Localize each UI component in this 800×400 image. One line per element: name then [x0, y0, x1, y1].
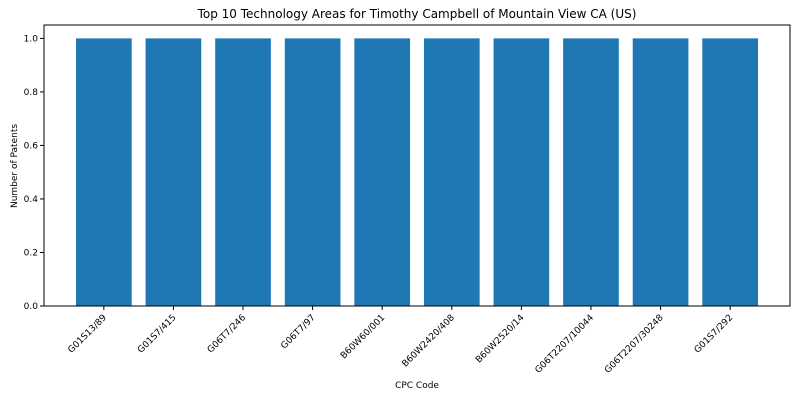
y-axis-label: Number of Patents: [10, 124, 20, 208]
bar-B60W60/001: [354, 38, 411, 306]
y-tick-label: 0.4: [24, 195, 39, 205]
y-tick-label: 0.6: [24, 141, 39, 151]
chart-title: Top 10 Technology Areas for Timothy Camp…: [197, 7, 637, 21]
bar-B60W2520/14: [493, 38, 550, 306]
bar-B60W2420/408: [423, 38, 480, 306]
y-tick-label: 0.2: [24, 248, 38, 258]
y-tick-label: 0.8: [24, 88, 39, 98]
bar-G06T2207/10044: [563, 38, 619, 306]
plot-frame: [43, 24, 791, 307]
bar-G01S7/292: [702, 38, 758, 306]
bar-G06T7/97: [284, 38, 341, 306]
bar-G06T2207/30248: [632, 38, 689, 306]
bar-G01S13/89: [76, 38, 132, 306]
bar-G06T7/246: [215, 38, 271, 306]
y-axis: 0.0 0.2 0.4 0.6 0.8 1.0: [24, 34, 44, 312]
y-tick-label: 1.0: [24, 34, 39, 44]
y-tick-label: 0.0: [24, 302, 39, 312]
bars-group: [76, 38, 758, 306]
bar-G01S7/415: [145, 38, 202, 306]
x-axis-label: CPC Code: [395, 381, 439, 391]
